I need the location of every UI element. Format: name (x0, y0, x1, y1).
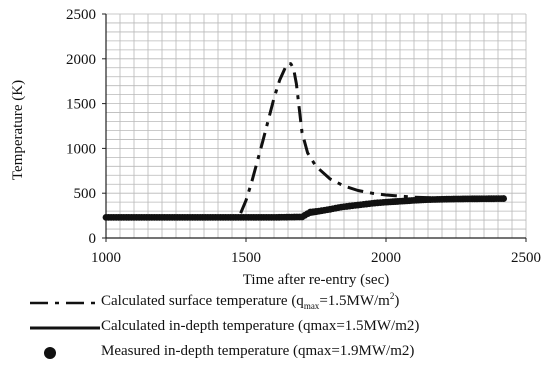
grid (105, 13, 527, 239)
legend-item-indepth: Calculated in-depth temperature (qmax=1.… (0, 317, 549, 339)
x-tick-label: 2500 (511, 250, 541, 266)
legend-item-measured: Measured in-depth temperature (qmax=1.9M… (0, 342, 549, 364)
x-tick-label: 2000 (371, 250, 401, 266)
dot-marker-swatch (44, 347, 56, 359)
series-layer (102, 61, 507, 221)
x-axis-label: Time after re-entry (sec) (243, 272, 389, 288)
y-tick-label: 500 (74, 186, 97, 202)
legend-label-indepth: Calculated in-depth temperature (qmax=1.… (101, 318, 420, 334)
legend: Calculated surface temperature (qmax=1.5… (0, 288, 549, 369)
series-surface-line (105, 61, 504, 219)
chart-svg: 1000 1500 2000 2500 0 500 1000 1500 2000 2500 Tim… (10, 7, 541, 288)
tick-labels: 1000 1500 2000 2500 0 500 1000 1500 2000 2500 (66, 7, 541, 266)
x-tick-label: 1000 (91, 250, 121, 266)
x-tick-label: 1500 (231, 250, 261, 266)
data-point (500, 195, 507, 202)
legend-item-surface: Calculated surface temperature (qmax=1.5… (0, 291, 549, 314)
legend-label-surface: Calculated surface temperature (qmax=1.5… (101, 291, 400, 311)
axes (102, 13, 527, 242)
y-axis-label: Temperature (K) (10, 80, 26, 180)
y-tick-label: 2500 (66, 7, 96, 23)
series-measured (102, 195, 507, 221)
y-tick-label: 1500 (66, 97, 96, 113)
legend-label-measured: Measured in-depth temperature (qmax=1.9M… (101, 343, 415, 359)
y-tick-label: 0 (89, 231, 97, 247)
dash-dot-line-swatch (30, 301, 100, 305)
solid-line-swatch (30, 326, 100, 330)
y-tick-label: 2000 (66, 52, 96, 68)
y-tick-label: 1000 (66, 141, 96, 157)
